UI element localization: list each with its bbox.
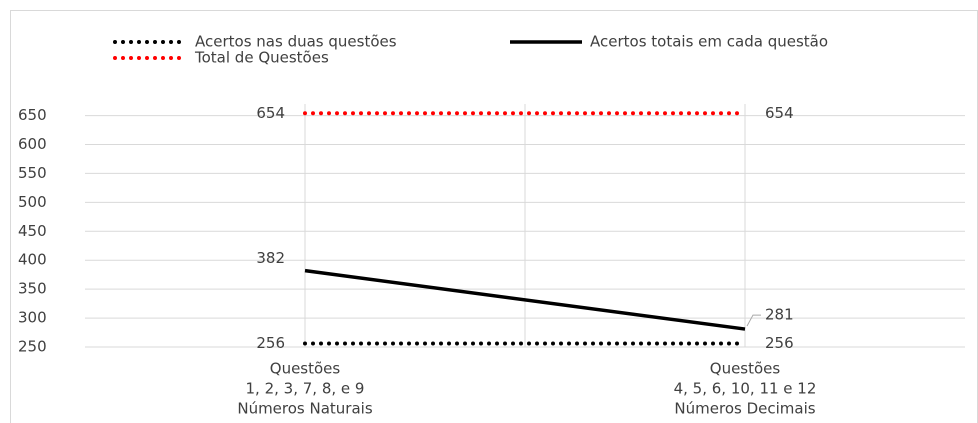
- y-tick-label: 450: [18, 222, 47, 240]
- data-label: 382: [256, 249, 285, 267]
- data-label: 654: [256, 104, 285, 122]
- x-tick-label: Números Naturais: [237, 400, 372, 418]
- y-tick-label: 500: [18, 193, 47, 211]
- leader-line: [746, 314, 761, 327]
- legend-label: Acertos totais em cada questão: [590, 33, 828, 51]
- legend-label: Total de Questões: [194, 49, 329, 67]
- x-tick-label: Números Decimais: [674, 400, 815, 418]
- y-tick-label: 250: [18, 338, 47, 356]
- x-tick-label: 1, 2, 3, 7, 8, e 9: [246, 380, 365, 398]
- series-line: [304, 268, 746, 331]
- data-label: 256: [256, 334, 285, 352]
- y-tick-label: 400: [18, 251, 47, 269]
- y-tick-label: 550: [18, 164, 47, 182]
- legend-label: Acertos nas duas questões: [195, 33, 397, 51]
- y-tick-label: 600: [18, 135, 47, 153]
- x-tick-label: 4, 5, 6, 10, 11 e 12: [674, 380, 817, 398]
- y-tick-label: 300: [18, 309, 47, 327]
- x-tick-label: Questões: [270, 360, 341, 378]
- x-tick-label: Questões: [710, 360, 781, 378]
- y-tick-label: 350: [18, 280, 47, 298]
- chart-frame: [10, 10, 978, 423]
- data-label: 281: [765, 306, 794, 324]
- data-label: 654: [765, 104, 794, 122]
- y-tick-label: 650: [18, 106, 47, 124]
- data-label: 256: [765, 334, 794, 352]
